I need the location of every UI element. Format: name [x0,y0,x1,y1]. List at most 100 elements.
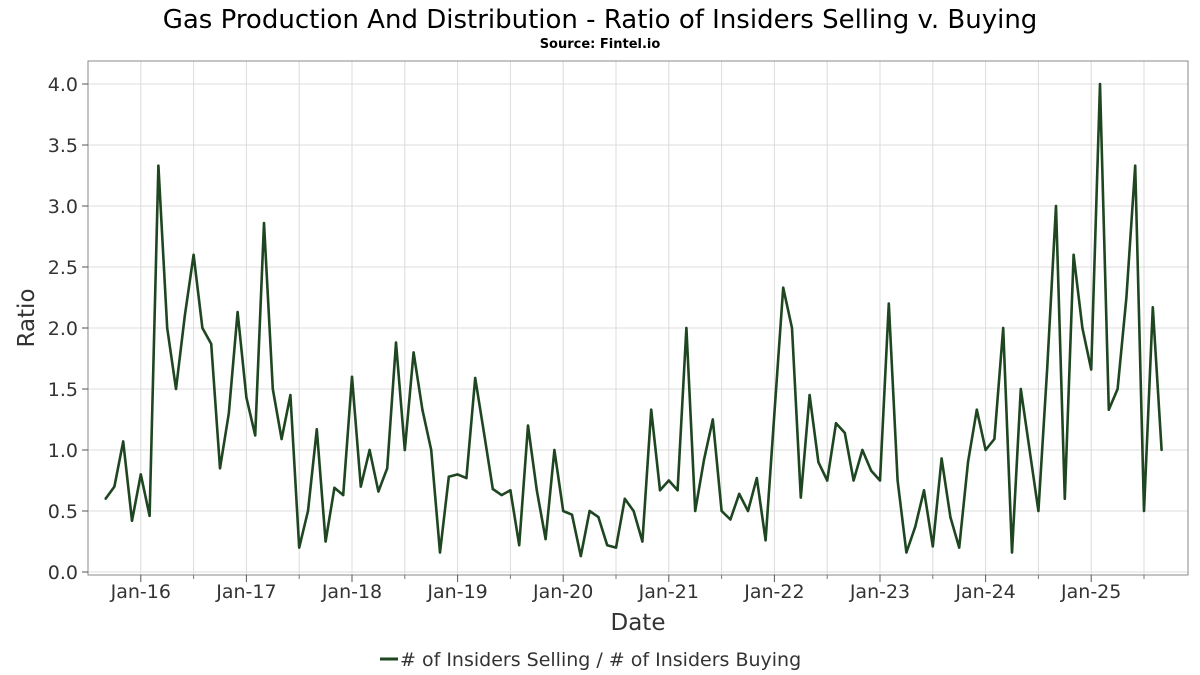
data-point [535,489,538,492]
data-point [650,408,653,411]
data-point [201,326,204,330]
data-point [157,164,160,167]
data-point [676,489,679,492]
data-point [447,475,450,478]
data-point [386,467,389,470]
x-tick-label: Jan-21 [638,581,699,603]
y-tick-label: 3.0 [48,196,78,218]
data-point [667,479,670,482]
data-point [474,376,477,380]
data-point [694,509,697,513]
data-point [394,341,398,344]
data-point [597,515,600,519]
data-point [1125,296,1128,299]
data-point [922,489,926,492]
data-point [817,461,820,464]
data-point [940,457,943,460]
x-axis-label: Date [611,610,666,636]
data-point [1098,82,1102,86]
data-point [905,551,908,554]
data-point [465,476,468,480]
data-point [1028,448,1031,452]
x-axis: Jan-16 Jan-17 Jan-18 Jan-19 Jan-20 Jan-21 Jan-… [110,575,1145,603]
data-point [280,437,283,441]
data-point [975,408,978,411]
data-point [1160,448,1163,452]
data-point [1142,509,1146,513]
data-point [245,396,248,399]
data-point [289,393,292,397]
data-point [271,387,274,391]
data-point [166,326,169,330]
y-tick-label: 3.5 [48,135,78,157]
data-point [403,448,406,452]
data-point [641,540,644,543]
y-tick-label: 2.0 [48,318,78,340]
data-point [104,497,107,500]
data-point [1107,408,1111,411]
data-point [526,424,530,427]
data-point [588,509,591,513]
data-point [764,539,767,542]
data-point [808,393,811,397]
data-point [579,554,582,558]
data-point [1116,387,1119,391]
data-point [782,286,785,289]
y-tick-label: 0.5 [48,501,78,523]
data-point [914,525,917,529]
data-point [315,428,318,431]
x-tick-label: Jan-25 [1060,581,1121,603]
data-point [1090,368,1093,371]
data-point [870,469,873,472]
legend-label: # of Insiders Selling / # of Insiders Bu… [400,649,801,671]
chart-title: Gas Production And Distribution - Ratio … [163,5,1038,35]
data-point [122,440,125,443]
data-point [1063,497,1067,500]
data-point [359,485,362,488]
data-point [456,473,459,476]
data-point [421,408,424,411]
data-point [174,387,178,391]
data-point [1054,204,1058,208]
data-point [720,509,723,513]
data-point [834,422,838,425]
data-point [113,485,116,488]
data-point [852,479,855,482]
data-point [623,497,626,500]
data-point [931,545,934,548]
data-point [262,221,266,225]
data-point [298,546,301,549]
data-point [183,314,186,317]
data-point [658,489,662,492]
data-point [430,448,433,452]
data-point [130,519,134,522]
data-point [958,546,961,549]
data-point [254,434,257,437]
data-point [861,448,864,452]
data-point [482,431,486,435]
data-point [1072,253,1075,256]
data-point [984,448,987,452]
grid [88,61,1188,575]
data-point [826,479,829,482]
data-point [790,326,794,330]
data-point [412,351,415,354]
x-tick-label: Jan-22 [743,581,804,603]
y-tick-label: 1.0 [48,440,78,462]
chart-subtitle: Source: Fintel.io [540,37,661,52]
data-point [509,489,512,492]
x-tick-label: Jan-18 [321,581,382,603]
data-point [1134,164,1137,167]
x-tick-label: Jan-17 [215,581,276,603]
data-point [544,537,547,541]
x-tick-label: Jan-19 [426,581,487,603]
data-point [799,496,802,499]
plot-area-border [87,60,1189,576]
data-point [773,412,776,415]
data-point [755,476,758,480]
x-tick-label: Jan-23 [849,581,910,603]
y-tick-label: 2.5 [48,257,78,279]
data-point [333,486,336,489]
x-tick-label: Jan-16 [110,581,171,603]
data-point [1037,509,1040,513]
